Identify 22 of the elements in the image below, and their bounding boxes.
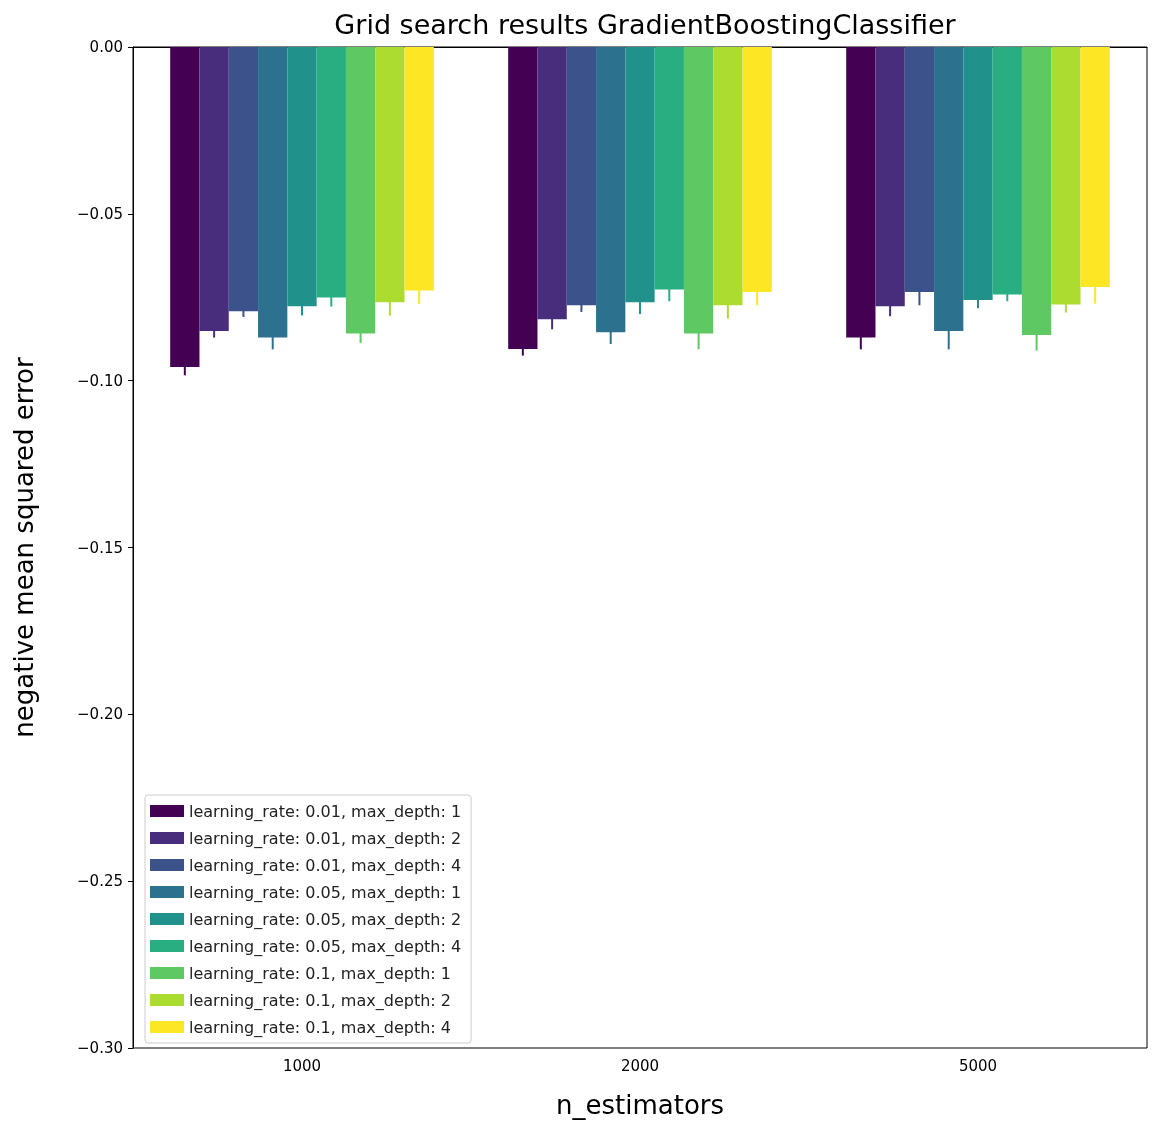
- y-tick-label: −0.10: [77, 371, 123, 390]
- chart-title: Grid search results GradientBoostingClassifier: [334, 9, 957, 40]
- y-tick-label: 0.00: [89, 38, 123, 56]
- y-tick-label: −0.30: [77, 1039, 123, 1057]
- y-tick-label: −0.20: [77, 705, 123, 724]
- x-axis-title: n_estimators: [555, 1090, 725, 1120]
- legend-label: learning_rate: 0.01, max_depth: 2: [189, 828, 462, 849]
- legend-label: learning_rate: 0.05, max_depth: 2: [189, 909, 462, 930]
- x-tick-label: 2000: [620, 1056, 660, 1075]
- legend-label: learning_rate: 0.05, max_depth: 1: [189, 882, 462, 903]
- legend-label: learning_rate: 0.1, max_depth: 2: [189, 990, 451, 1011]
- y-tick-label: −0.15: [77, 538, 123, 557]
- legend-label: learning_rate: 0.01, max_depth: 4: [189, 855, 462, 876]
- legend-label: learning_rate: 0.1, max_depth: 4: [189, 1017, 451, 1038]
- y-axis-title: negative mean squared error: [9, 357, 39, 738]
- legend-label: learning_rate: 0.05, max_depth: 4: [189, 936, 462, 957]
- legend-label: learning_rate: 0.01, max_depth: 1: [189, 801, 462, 822]
- x-tick-label: 5000: [958, 1056, 998, 1075]
- legend-label: learning_rate: 0.1, max_depth: 1: [189, 963, 451, 984]
- y-tick-label: −0.05: [77, 204, 123, 223]
- x-tick-label: 1000: [282, 1056, 322, 1075]
- y-tick-label: −0.25: [77, 872, 123, 891]
